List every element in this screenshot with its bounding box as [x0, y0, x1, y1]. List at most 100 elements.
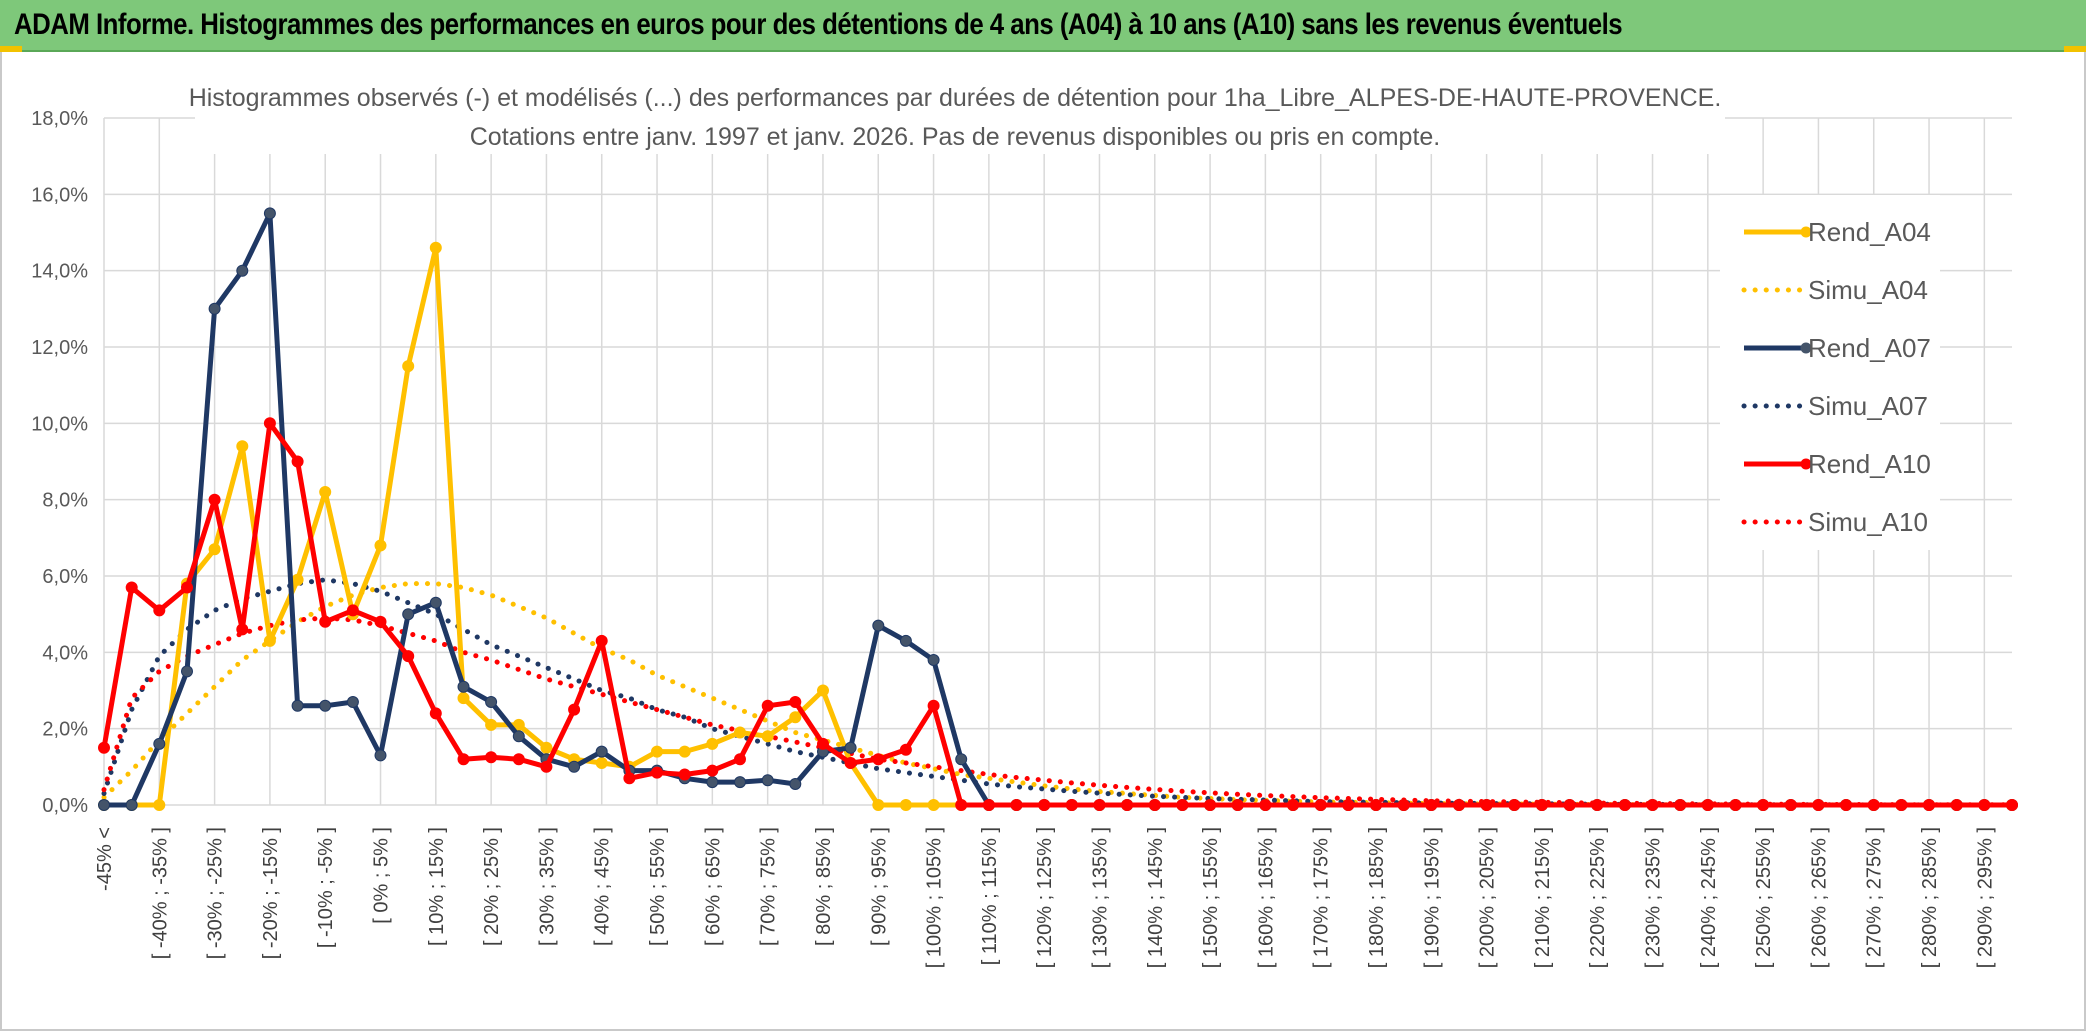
data-point-Rend_A04 [263, 634, 276, 647]
data-point-Rend_A07 [706, 776, 719, 789]
data-point-Rend_A07 [319, 699, 332, 712]
x-tick-label: [ 70% ; 75% ] [758, 827, 780, 946]
data-point-Rend_A10 [1923, 799, 1935, 811]
data-point-Rend_A07 [595, 745, 608, 758]
x-tick-label: [ 220% ; 225% ] [1587, 827, 1609, 968]
x-tick-label: [ -10% ; -5% ] [315, 827, 337, 948]
data-point-Rend_A04 [651, 745, 663, 758]
data-point-Rend_A10 [872, 753, 885, 766]
series-line-Simu_A07 [101, 577, 2015, 808]
y-tick-label: 6,0% [42, 566, 88, 588]
legend-marker-Rend_A10 [1800, 458, 1812, 470]
data-point-Rend_A07 [761, 774, 774, 787]
data-point-Rend_A07 [429, 596, 442, 609]
data-point-Rend_A10 [1453, 799, 1465, 811]
data-point-Rend_A04 [540, 741, 553, 754]
data-point-Rend_A04 [789, 711, 802, 724]
data-point-Rend_A04 [429, 241, 442, 254]
y-tick-label: 16,0% [31, 184, 88, 206]
y-tick-label: 12,0% [31, 337, 88, 359]
legend-label-Simu_A10: Simu_A10 [1808, 507, 1928, 537]
x-tick-label: [ 130% ; 135% ] [1089, 827, 1111, 968]
data-point-Rend_A07 [485, 696, 498, 708]
data-point-Rend_A10 [1287, 799, 1299, 811]
data-point-Rend_A07 [457, 680, 470, 693]
x-tick-label: [ 20% ; 25% ] [481, 827, 503, 946]
data-point-Rend_A10 [236, 623, 249, 636]
data-point-Rend_A10 [1812, 799, 1825, 811]
data-point-Rend_A10 [1480, 799, 1493, 811]
data-point-Rend_A10 [402, 650, 415, 663]
data-point-Rend_A04 [153, 799, 166, 811]
data-point-Rend_A04 [457, 692, 470, 705]
data-point-Rend_A10 [1729, 799, 1742, 811]
data-point-Rend_A10 [761, 699, 774, 712]
data-point-Rend_A07 [927, 654, 940, 666]
x-tick-label: [ 290% ; 295% ] [1974, 827, 1996, 968]
data-point-Rend_A04 [595, 757, 608, 769]
data-point-Rend_A10 [1950, 799, 1963, 811]
data-point-Rend_A10 [1674, 799, 1687, 811]
data-point-Rend_A10 [1093, 799, 1106, 811]
data-point-Rend_A10 [623, 772, 636, 785]
series-line-Rend_A10 [101, 420, 2012, 808]
data-point-Rend_A10 [789, 696, 802, 708]
data-point-Rend_A10 [1259, 799, 1272, 811]
data-point-Rend_A10 [1535, 799, 1548, 811]
series-layer [98, 207, 2018, 811]
data-point-Rend_A10 [291, 455, 304, 468]
report-header: ADAM Informe. Histogrammes des performan… [0, 0, 2086, 52]
x-tick-label: [ 230% ; 235% ] [1643, 827, 1665, 968]
x-tick-label: [ 110% ; 115% ] [979, 827, 1001, 965]
data-point-Rend_A10 [1867, 799, 1880, 811]
data-point-Rend_A10 [1065, 799, 1078, 811]
data-point-Rend_A10 [595, 634, 608, 647]
x-tick-label: [ 120% ; 125% ] [1034, 827, 1056, 968]
data-point-Rend_A10 [2006, 799, 2018, 811]
data-point-Rend_A10 [429, 707, 442, 720]
data-point-Rend_A10 [706, 764, 719, 777]
x-tick-label: [ 0% ; 5% ] [371, 827, 393, 924]
x-tick-label: [ 60% ; 65% ] [702, 827, 724, 946]
data-point-Rend_A04 [872, 799, 885, 811]
y-tick-label: 0,0% [42, 795, 88, 817]
data-point-Rend_A10 [1978, 799, 1991, 811]
series-line-Simu_A04 [101, 581, 2015, 808]
data-point-Rend_A04 [319, 486, 332, 498]
x-tick-label: [ 210% ; 215% ] [1532, 827, 1554, 968]
data-point-Rend_A10 [1563, 799, 1576, 811]
data-point-Rend_A04 [706, 737, 719, 750]
data-point-Rend_A10 [1176, 799, 1189, 811]
data-point-Rend_A07 [263, 207, 276, 220]
data-point-Rend_A10 [208, 493, 221, 506]
data-point-Rend_A10 [1231, 799, 1244, 811]
data-point-Rend_A07 [374, 749, 387, 762]
data-point-Rend_A10 [1895, 799, 1908, 811]
data-point-Rend_A07 [512, 730, 525, 743]
data-point-Rend_A10 [955, 799, 968, 811]
x-tick-label: [ 280% ; 285% ] [1919, 827, 1941, 968]
data-point-Rend_A10 [457, 753, 470, 766]
x-tick-label: [ 150% ; 155% ] [1200, 827, 1222, 968]
x-tick-label: [ 30% ; 35% ] [536, 827, 558, 946]
title-background [195, 76, 1725, 154]
x-tick-label: [ 40% ; 45% ] [592, 827, 614, 946]
data-point-Rend_A10 [817, 737, 829, 750]
data-point-Rend_A10 [678, 768, 691, 781]
x-tick-label: [ 260% ; 265% ] [1808, 827, 1830, 968]
x-axis: -45% < [ -40% ; -35% ] [ -30% ; -25% ] [ -2… [94, 827, 1996, 968]
data-point-Rend_A07 [236, 264, 249, 277]
data-point-Rend_A10 [1342, 799, 1355, 811]
data-point-Rend_A10 [1757, 799, 1770, 811]
data-point-Rend_A10 [1038, 799, 1051, 811]
data-point-Rend_A07 [568, 760, 581, 773]
data-point-Rend_A10 [153, 604, 166, 617]
data-point-Rend_A10 [1010, 799, 1023, 811]
legend-label-Rend_A04: Rend_A04 [1808, 217, 1931, 247]
x-tick-label: [ 180% ; 185% ] [1366, 827, 1388, 968]
data-point-Rend_A10 [485, 751, 498, 764]
data-point-Rend_A10 [346, 604, 359, 617]
x-tick-label: [ -20% ; -15% ] [260, 827, 282, 959]
data-point-Rend_A07 [153, 737, 166, 750]
x-tick-label: [ 50% ; 55% ] [647, 827, 669, 946]
